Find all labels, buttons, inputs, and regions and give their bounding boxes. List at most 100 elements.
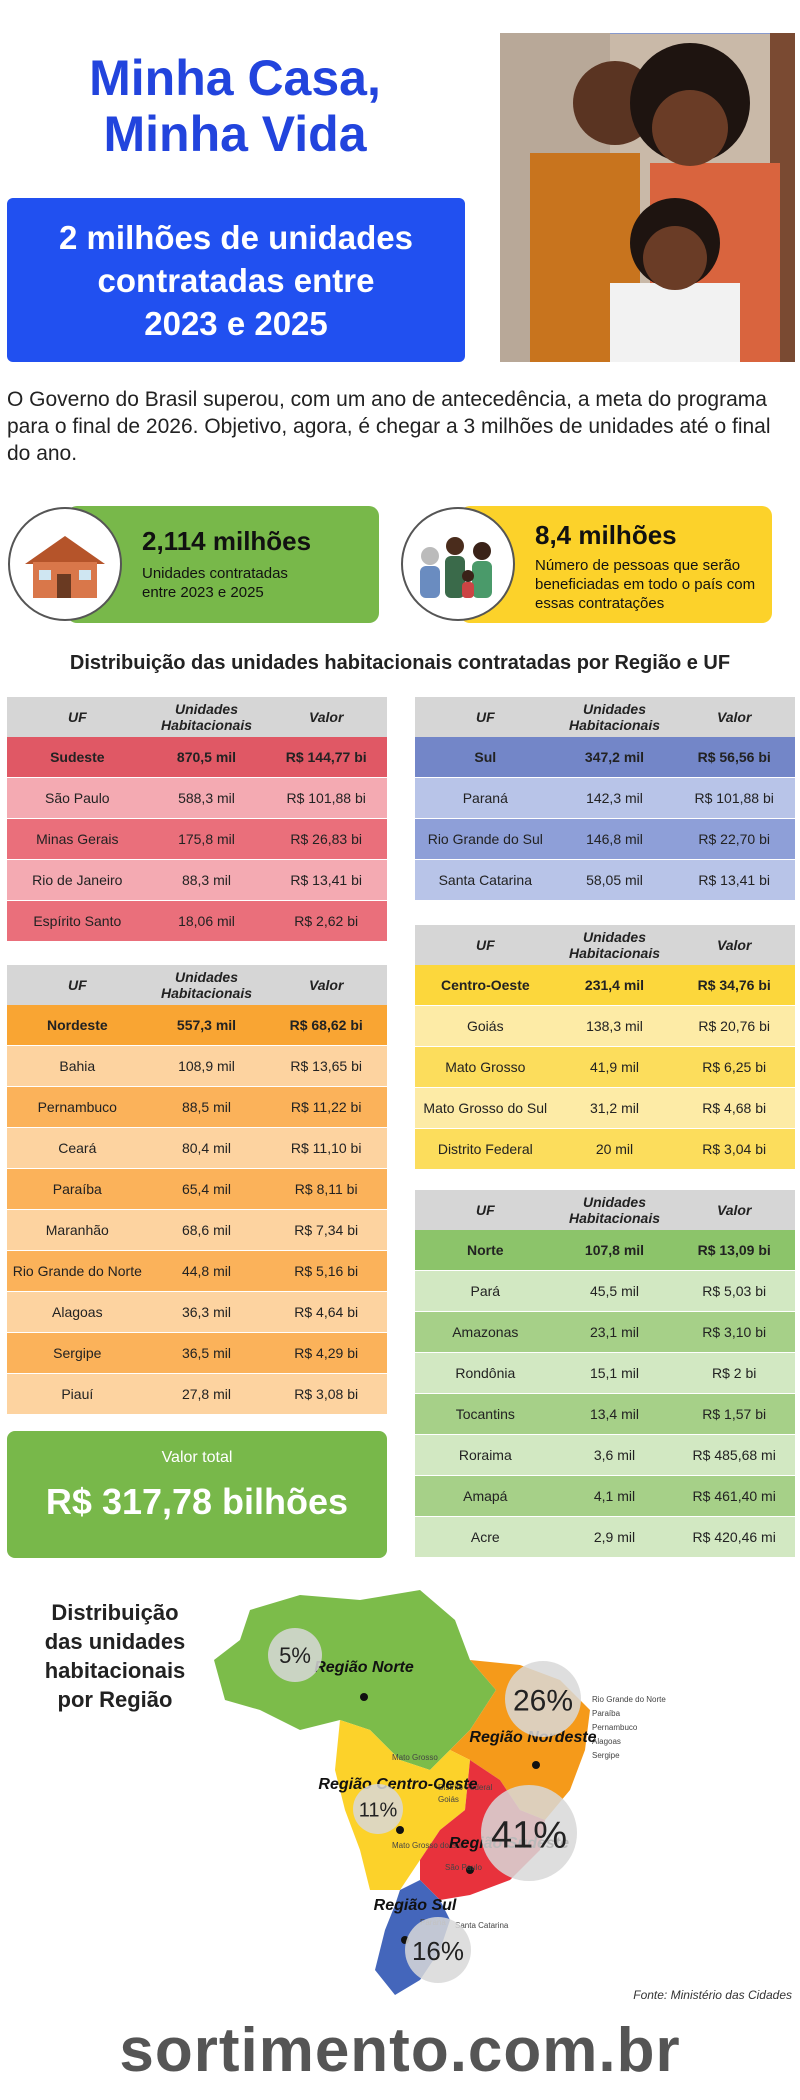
stat-value: 8,4 milhões — [535, 520, 677, 550]
banner-line: contratadas entre — [97, 261, 375, 299]
table-cell: 31,2 mil — [589, 1100, 639, 1116]
table-cell: 44,8 mil — [181, 1263, 231, 1279]
table-cell: 3,6 mil — [593, 1447, 636, 1463]
table-header-cell: UF — [415, 925, 556, 965]
table-cell: 146,8 mil — [586, 831, 643, 847]
table-row — [7, 819, 387, 860]
percent-bubble — [268, 1628, 322, 1682]
state-label: Paraíba — [592, 1709, 621, 1718]
total-box: Valor total R$ 317,78 bilhões — [7, 1431, 387, 1558]
total-label: Valor total — [161, 1449, 233, 1466]
table-cell: 45,5 mil — [589, 1283, 639, 1299]
map-title-line: Distribuição — [51, 1600, 179, 1625]
region-cell: R$ 34,76 bi — [697, 977, 771, 993]
table-header-cell: Valor — [265, 697, 387, 737]
table-header-cell: UF — [7, 697, 148, 737]
table-row — [415, 1476, 795, 1517]
table-cell: Pará — [470, 1283, 501, 1299]
banner: 2 milhões de unidades contratadas entre … — [7, 198, 465, 362]
table-cell: R$ 101,88 bi — [286, 790, 366, 806]
table-cell: R$ 11,10 bi — [290, 1140, 362, 1156]
table-row — [415, 1271, 795, 1312]
table-header-cell: Valor — [673, 1190, 795, 1230]
table-cell: 13,4 mil — [589, 1406, 639, 1422]
table-cell: Amazonas — [452, 1324, 519, 1340]
region-cell: 107,8 mil — [584, 1242, 645, 1258]
table-row — [7, 1087, 387, 1128]
table-row — [7, 1251, 387, 1292]
table-row — [7, 1128, 387, 1169]
table-row — [415, 737, 795, 778]
state-label: Santa Catarina — [455, 1921, 509, 1930]
percent-label: 41% — [491, 1814, 567, 1856]
map-title-line: habitacionais — [44, 1658, 186, 1683]
table-cell: R$ 13,41 bi — [698, 872, 770, 888]
table-row — [7, 1005, 387, 1046]
region-label: Região Sul — [374, 1897, 457, 1914]
table-cell: 88,5 mil — [181, 1099, 231, 1115]
table-cell: R$ 5,16 bi — [294, 1263, 359, 1279]
region-cell: R$ 68,62 bi — [289, 1017, 363, 1033]
table-row — [415, 1129, 795, 1170]
intro-text: O Governo do Brasil superou, com um ano … — [7, 388, 771, 465]
table-row — [415, 1312, 795, 1353]
table-cell: R$ 4,29 bi — [294, 1345, 359, 1361]
table-cell: Piauí — [61, 1386, 94, 1402]
table-cell: 18,06 mil — [178, 913, 235, 929]
state-label: Alagoas — [592, 1737, 621, 1746]
table-cell: Alagoas — [52, 1304, 103, 1320]
house-icon — [8, 507, 122, 621]
table-cell: 142,3 mil — [586, 790, 643, 806]
table-cell: 4,1 mil — [593, 1488, 636, 1504]
table-cell: R$ 101,88 bi — [694, 790, 774, 806]
table-row — [7, 778, 387, 819]
capital-dot — [466, 1866, 474, 1874]
table-header-cell: Unidades Habitacionais — [147, 965, 266, 1005]
table-cell: 88,3 mil — [181, 872, 231, 888]
table-cell: Espírito Santo — [33, 913, 122, 929]
table-cell: 27,8 mil — [181, 1386, 231, 1402]
map-title-line: por Região — [57, 1687, 173, 1712]
table-row — [7, 1374, 387, 1415]
table-row — [415, 819, 795, 860]
table-cell: Rio de Janeiro — [32, 872, 123, 888]
percent-label: 11% — [359, 1800, 398, 1822]
percent-label: 5% — [279, 1643, 311, 1668]
table-row — [415, 1517, 795, 1558]
table-cell: Pernambuco — [37, 1099, 117, 1115]
region-cell: Nordeste — [46, 1017, 108, 1033]
table-cell: 36,5 mil — [181, 1345, 231, 1361]
family-icon — [401, 507, 515, 621]
table-cell: Amapá — [463, 1488, 508, 1504]
map-title: Distribuição das unidades habitacionais … — [20, 1598, 210, 1714]
state-label: São Paulo — [445, 1863, 482, 1872]
region-cell: 231,4 mil — [584, 977, 645, 993]
table-cell: Mato Grosso — [445, 1059, 526, 1075]
capital-dot — [532, 1761, 540, 1769]
map-title-line: das unidades — [44, 1629, 186, 1654]
table-cell: Bahia — [59, 1058, 96, 1074]
table-cell: Rondônia — [455, 1365, 516, 1381]
table-cell: 20 mil — [595, 1141, 634, 1157]
percent-bubble — [481, 1785, 577, 1881]
table-cell: Rio Grande do Sul — [427, 831, 543, 847]
table-cell: 108,9 mil — [178, 1058, 235, 1074]
section-title: Distribuição das unidades habitacionais … — [69, 652, 731, 674]
map: Rio Grande do Norte Paraíba Pernambuco Alag… — [214, 1590, 666, 1995]
state-label: Distrito Federal — [438, 1783, 492, 1792]
table-header-cell: Unidades Habitacionais — [147, 697, 266, 737]
table-cell: R$ 6,25 bi — [702, 1059, 767, 1075]
table-row — [415, 965, 795, 1006]
table-row — [7, 1046, 387, 1087]
table-header-cell: UF — [415, 1190, 556, 1230]
stat-label: Unidades contratadas entre 2023 e 2025 — [142, 565, 288, 601]
table-cell: R$ 13,65 bi — [290, 1058, 362, 1074]
title-line: Minha Casa, — [89, 50, 381, 106]
table-cell: R$ 3,10 bi — [702, 1324, 767, 1340]
table-row — [7, 737, 387, 778]
state-label: Sergipe — [592, 1751, 620, 1760]
table-row — [415, 1088, 795, 1129]
table-cell: R$ 5,03 bi — [702, 1283, 767, 1299]
title: Minha Casa, Minha Vida — [20, 50, 450, 162]
table-cell: Acre — [470, 1529, 500, 1545]
